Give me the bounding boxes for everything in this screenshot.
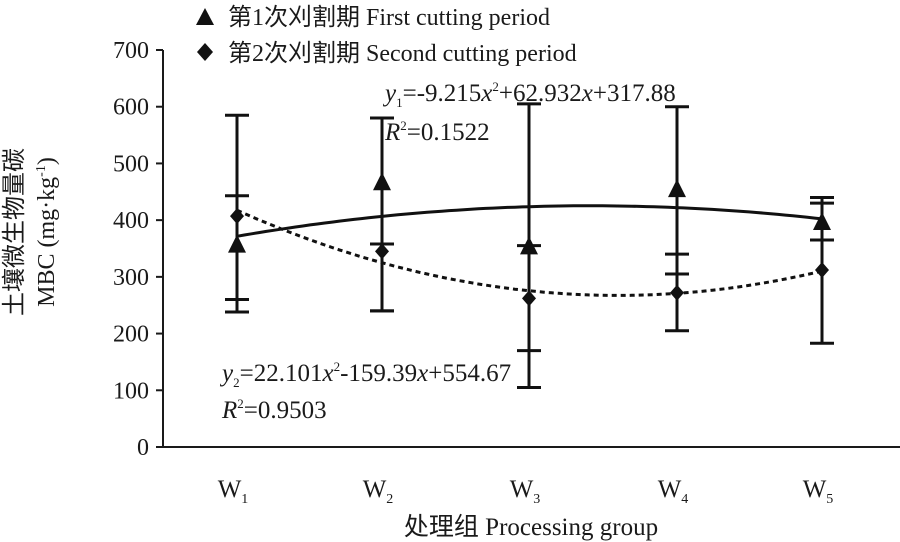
diamond-marker	[815, 262, 829, 279]
legend-triangle-marker	[196, 8, 214, 25]
triangle-marker	[813, 211, 831, 230]
y-tick-label: 500	[113, 151, 149, 177]
y-tick-label: 100	[113, 378, 149, 404]
r-squared-1: R2=0.1522	[384, 118, 490, 146]
x-tick-label: W4	[658, 476, 689, 507]
legend: 第1次刈割期 First cutting period 第2次刈割期 Secon…	[196, 4, 577, 67]
r-squared-2: R2=0.9503	[221, 396, 327, 424]
diamond-marker	[375, 243, 389, 260]
diamond-marker	[522, 290, 536, 307]
triangle-marker	[668, 179, 686, 198]
diamond-marker	[230, 208, 244, 225]
y-tick-label: 0	[137, 435, 149, 461]
y-axis-label: 土壤微生物量碳 MBC (mg·kg-1)	[1, 148, 60, 316]
axes	[162, 50, 900, 448]
equation-1: y1=-9.215x2+62.932x+317.88	[382, 79, 676, 110]
triangle-marker	[373, 172, 391, 191]
diamond-marker	[670, 284, 684, 301]
x-tick-label: W1	[218, 476, 249, 507]
x-tick-label: W2	[363, 476, 394, 507]
y-tick-label: 200	[113, 322, 149, 348]
legend-series-2: 第2次刈割期 Second cutting period	[228, 40, 577, 67]
x-tick-label: W5	[803, 476, 834, 507]
y-tick-label: 300	[113, 265, 149, 291]
legend-series-1: 第1次刈割期 First cutting period	[228, 4, 550, 31]
y-axis-label-en: MBC (mg·kg-1)	[34, 157, 60, 307]
y-tick-label: 400	[113, 208, 149, 234]
equation-2: y2=22.101x2-159.39x+554.67	[219, 359, 511, 390]
triangle-marker	[520, 236, 538, 255]
y-tick-label: 700	[113, 38, 149, 64]
x-ticks: W1 W2 W3 W4 W5	[218, 476, 834, 507]
data-markers	[228, 172, 831, 307]
legend-diamond-marker	[197, 43, 213, 61]
y-tick-label: 600	[113, 95, 149, 121]
triangle-marker	[228, 234, 246, 253]
x-tick-label: W3	[510, 476, 541, 507]
x-axis-label: 处理组 Processing group	[404, 513, 658, 541]
y-axis-label-cn: 土壤微生物量碳	[1, 148, 28, 316]
y-ticks: 0 100 200 300 400 500 600 700	[113, 38, 163, 461]
